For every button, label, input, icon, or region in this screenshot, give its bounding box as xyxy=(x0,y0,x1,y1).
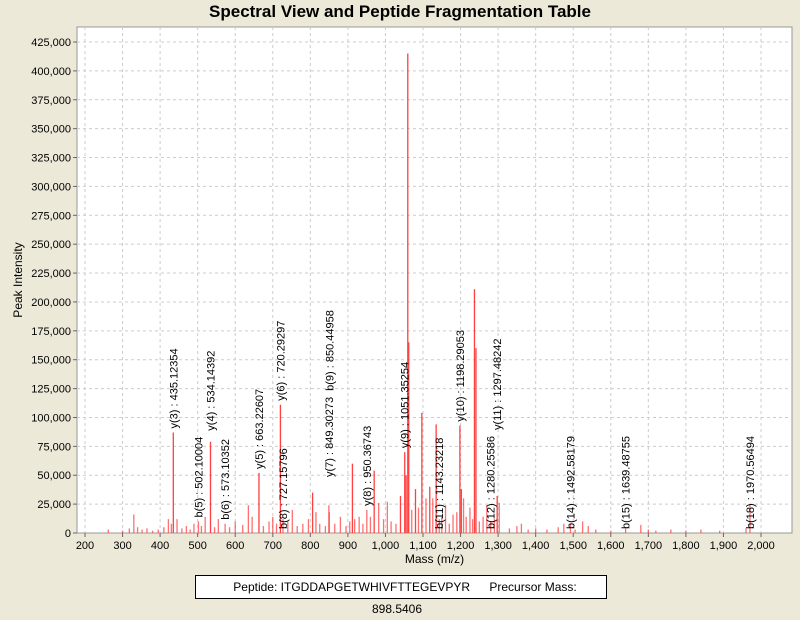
y-tick-label: 350,000 xyxy=(31,124,71,136)
peak-annotation: y(8) : 950.36743 xyxy=(362,426,374,506)
legend-box: Peptide: ITGDDAPGETWHIVFTTEGEVPYR Precur… xyxy=(195,575,607,616)
peak-annotation: b(15) : 1639.48755 xyxy=(621,436,633,529)
peak-annotation: b(6) : 573.10352 xyxy=(220,439,232,520)
y-tick-label: 200,000 xyxy=(31,297,71,309)
x-tick-label: 1,800 xyxy=(672,540,700,552)
x-tick-label: 1,300 xyxy=(484,540,512,552)
peak-annotation: y(5) : 663.22607 xyxy=(254,389,266,469)
peak-annotation: b(11) : 1143.23218 xyxy=(434,438,446,529)
x-tick-label: 400 xyxy=(151,540,169,552)
x-tick-label: 1,100 xyxy=(409,540,437,552)
y-tick-label: 150,000 xyxy=(31,355,71,367)
y-axis-label: Peak Intensity xyxy=(11,242,25,317)
y-tick-label: 225,000 xyxy=(31,268,71,280)
y-tick-label: 50,000 xyxy=(37,470,71,482)
x-tick-label: 1,600 xyxy=(597,540,625,552)
peak-annotation: b(18) : 1970.56494 xyxy=(745,436,757,529)
x-tick-label: 900 xyxy=(339,540,357,552)
x-tick-label: 200 xyxy=(76,540,94,552)
chart-title: Spectral View and Peptide Fragmentation … xyxy=(209,2,591,21)
x-tick-label: 700 xyxy=(264,540,282,552)
y-tick-label: 75,000 xyxy=(37,441,71,453)
x-tick-label: 500 xyxy=(188,540,206,552)
peak-annotation: b(14) : 1492.58179 xyxy=(565,436,577,529)
y-tick-label: 275,000 xyxy=(31,210,71,222)
x-tick-label: 1,900 xyxy=(710,540,738,552)
x-tick-label: 300 xyxy=(113,540,131,552)
x-tick-label: 2,000 xyxy=(747,540,775,552)
x-tick-label: 600 xyxy=(226,540,244,552)
peak-annotation: y(10) : 1198.29053 xyxy=(455,330,467,422)
peak-annotation: y(3) : 435.12354 xyxy=(168,348,180,428)
y-tick-label: 300,000 xyxy=(31,181,71,193)
y-tick-label: 100,000 xyxy=(31,412,71,424)
x-tick-label: 1,500 xyxy=(559,540,587,552)
y-tick-label: 425,000 xyxy=(31,37,71,49)
y-tick-label: 125,000 xyxy=(31,384,71,396)
peptide-label: Peptide: ITGDDAPGETWHIVFTTEGEVPYR xyxy=(233,580,470,594)
y-tick-label: 400,000 xyxy=(31,66,71,78)
peak-annotation: y(9) : 1051.35254 xyxy=(400,362,412,448)
y-tick-label: 25,000 xyxy=(37,499,71,511)
y-tick-label: 0 xyxy=(65,528,71,540)
peak-annotation: b(8) : 727.15796 xyxy=(278,448,290,529)
peak-annotation: b(5) : 502.10004 xyxy=(193,437,205,518)
peak-annotation: y(11) : 1297.48242 xyxy=(492,339,504,431)
y-tick-label: 175,000 xyxy=(31,326,71,338)
x-tick-label: 800 xyxy=(301,540,319,552)
x-tick-label: 1,000 xyxy=(372,540,400,552)
x-tick-label: 1,200 xyxy=(447,540,475,552)
peak-annotation: y(7) : 849.30273 xyxy=(324,397,336,477)
x-tick-label: 1,700 xyxy=(635,540,663,552)
plot-area xyxy=(76,26,793,534)
peak-annotation: y(6) : 720.29297 xyxy=(275,321,287,401)
peak-annotation: b(9) : 850.44958 xyxy=(324,310,336,391)
peak-annotation: b(12) : 1280.25586 xyxy=(486,436,498,529)
x-tick-label: 1,400 xyxy=(522,540,550,552)
y-tick-label: 250,000 xyxy=(31,239,71,251)
peak-annotation: y(4) : 534.14392 xyxy=(205,351,217,431)
x-axis-label: Mass (m/z) xyxy=(405,552,464,566)
spectrum-chart: 0 25,000 50,000 75,000 100,000 125,000 150,000… xyxy=(11,26,793,566)
y-tick-label: 325,000 xyxy=(31,153,71,165)
y-tick-label: 375,000 xyxy=(31,95,71,107)
